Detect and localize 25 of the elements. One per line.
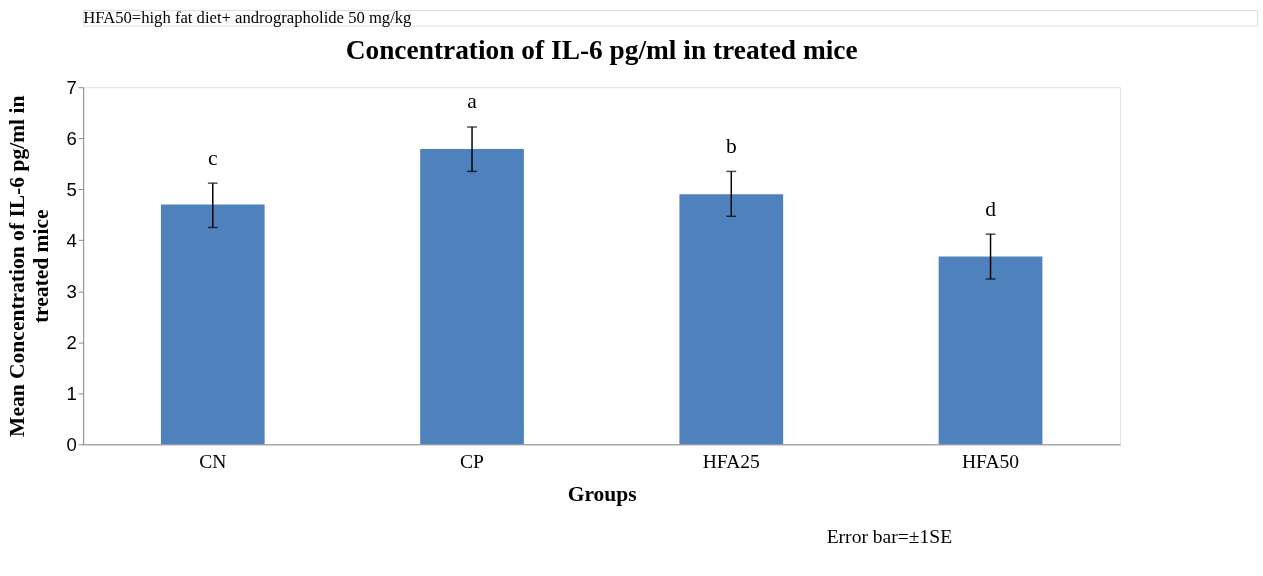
x-axis-title: Groups <box>567 481 637 506</box>
y-tick-label: 0 <box>66 433 77 455</box>
annotation: b <box>725 133 737 158</box>
bar <box>160 204 265 445</box>
annotation: c <box>208 145 218 170</box>
y-tick-label: 2 <box>66 331 77 353</box>
bar <box>420 148 524 445</box>
annotation: d <box>985 196 997 221</box>
y-tick-label: 5 <box>66 178 77 200</box>
x-tick-label: CN <box>199 451 227 473</box>
x-tick-label: HFA50 <box>961 451 1020 473</box>
bar <box>679 194 784 445</box>
bar <box>938 256 1043 445</box>
y-axis-title: Mean Concentration of IL-6 pg/ml in treated mice <box>5 95 53 437</box>
y-tick-label: 7 <box>66 76 77 98</box>
x-tick-label: CP <box>460 451 485 473</box>
x-tick-label: HFA25 <box>702 451 761 473</box>
chart-title: Concentration of IL-6 pg/ml in treated mice <box>345 34 858 65</box>
text: HFA50=high fat diet+ andrographolide 50 mg/kg <box>83 7 412 27</box>
annotation: a <box>467 89 478 114</box>
y-tick-label: 4 <box>66 229 77 251</box>
y-tick-label: 1 <box>66 382 77 404</box>
y-tick-label: 6 <box>66 127 77 149</box>
text: Error bar=±1SE <box>826 526 953 548</box>
y-tick-label: 3 <box>66 280 77 302</box>
